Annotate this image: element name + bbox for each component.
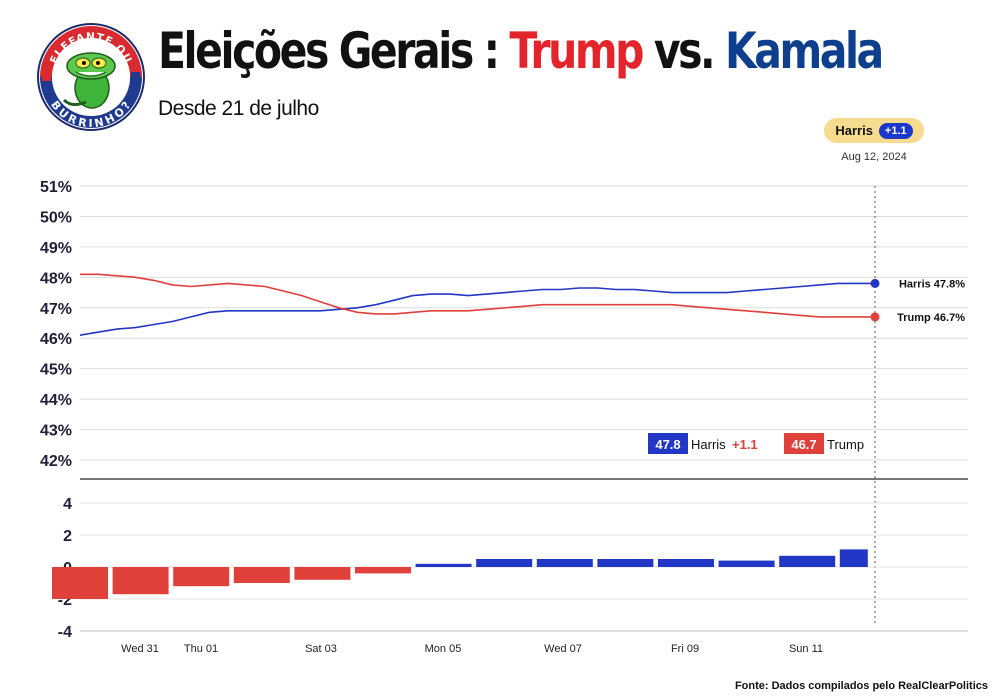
page-subtitle: Desde 21 de julho [158, 97, 319, 120]
bar-y-tick-label: -4 [58, 624, 72, 641]
x-tick-label: Thu 01 [184, 643, 218, 655]
x-tick-label: Sun 11 [789, 643, 823, 655]
title-kamala: Kamala [724, 22, 884, 80]
lead-bar [415, 563, 472, 567]
lead-bar [536, 559, 593, 567]
legend-trump-value: 46.7 [791, 437, 816, 452]
series-line-harris [79, 282, 875, 336]
series-line-trump [80, 273, 875, 318]
tooltip-leader-name: Harris [835, 123, 873, 138]
elefante-ou-burrinho-logo: ELEFANTE OU BURRINHO? [37, 23, 145, 131]
y-tick-label: 44% [40, 392, 72, 409]
legend-harris-box [648, 433, 688, 454]
legend-harris-lead: +1.1 [732, 437, 758, 452]
y-tick-label: 47% [40, 301, 72, 318]
legend-trump-box [784, 433, 824, 454]
y-tick-label: 45% [40, 362, 72, 379]
y-tick-label: 46% [40, 331, 72, 348]
end-label: Trump 46.7% [897, 312, 965, 324]
lead-bar [779, 555, 836, 567]
bar-y-tick-label: 4 [63, 496, 72, 513]
y-tick-label: 48% [40, 270, 72, 287]
tooltip-date: Aug 12, 2024 [841, 151, 907, 163]
end-label: Harris 47.8% [899, 278, 965, 290]
x-tick-label: Sat 03 [305, 643, 337, 655]
y-tick-label: 51% [40, 179, 72, 196]
x-tick-label: Wed 31 [121, 643, 159, 655]
bar-y-tick-label: 2 [63, 528, 72, 545]
x-tick-label: Mon 05 [425, 643, 462, 655]
legend-harris-name: Harris [691, 437, 726, 452]
lead-bar [233, 567, 290, 583]
lead-bar [718, 560, 775, 567]
lead-bar [294, 567, 351, 580]
y-tick-label: 49% [40, 240, 72, 257]
y-tick-label: 50% [40, 209, 72, 226]
x-tick-label: Fri 09 [671, 643, 699, 655]
lead-bar [52, 567, 108, 599]
title-trump: Trump [509, 22, 644, 80]
lead-bar [112, 567, 169, 595]
series-endpoint-harris [870, 278, 880, 288]
hover-tooltip: Harris +1.1 [824, 118, 924, 143]
lead-bar [476, 559, 533, 567]
title-vs: vs. [642, 22, 725, 80]
legend-trump-name: Trump [827, 437, 864, 452]
series-endpoint-trump [870, 312, 880, 322]
lead-bar [597, 559, 654, 567]
y-tick-label: 42% [40, 453, 72, 470]
lead-bar [658, 559, 714, 567]
lead-bar [173, 567, 230, 587]
y-tick-label: 43% [40, 423, 72, 440]
legend-harris-value: 47.8 [655, 437, 680, 452]
title-prefix: Eleições Gerais : [158, 22, 510, 80]
x-tick-label: Wed 07 [544, 643, 582, 655]
tooltip-lead-badge: +1.1 [878, 122, 913, 139]
lead-bar [355, 567, 411, 574]
gecko-mascot-icon [62, 52, 116, 109]
elephant-icon [42, 72, 51, 81]
donkey-icon [131, 72, 140, 81]
source-note: Fonte: Dados compilados pelo RealClearPo… [734, 680, 988, 692]
page-title: Eleições Gerais : Trump vs. Kamala [158, 26, 884, 76]
lead-bar [839, 549, 868, 567]
